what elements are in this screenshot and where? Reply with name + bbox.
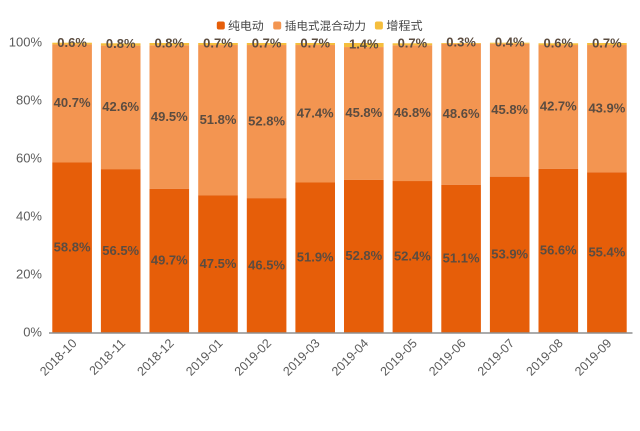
svg-text:46.5%: 46.5% <box>248 257 285 272</box>
svg-text:2019-02: 2019-02 <box>232 336 274 378</box>
svg-text:45.8%: 45.8% <box>491 102 528 117</box>
svg-text:42.6%: 42.6% <box>102 99 139 114</box>
svg-text:2019-04: 2019-04 <box>329 336 371 378</box>
svg-text:52.4%: 52.4% <box>394 249 431 264</box>
svg-text:2019-05: 2019-05 <box>378 336 420 378</box>
svg-text:58.8%: 58.8% <box>54 239 91 254</box>
svg-text:56.5%: 56.5% <box>102 243 139 258</box>
svg-text:0.3%: 0.3% <box>446 35 476 50</box>
svg-text:100%: 100% <box>9 35 43 50</box>
svg-text:42.7%: 42.7% <box>540 99 577 114</box>
svg-text:1.4%: 1.4% <box>349 36 379 51</box>
svg-text:52.8%: 52.8% <box>345 248 382 263</box>
svg-text:2018-12: 2018-12 <box>134 336 176 378</box>
svg-text:47.4%: 47.4% <box>297 105 334 120</box>
svg-text:0.7%: 0.7% <box>203 35 233 50</box>
svg-text:2019-09: 2019-09 <box>572 336 614 378</box>
svg-text:2018-11: 2018-11 <box>87 336 129 378</box>
svg-text:46.8%: 46.8% <box>394 105 431 120</box>
svg-text:2018-10: 2018-10 <box>37 336 79 378</box>
svg-text:45.8%: 45.8% <box>345 105 382 120</box>
svg-text:2019-03: 2019-03 <box>280 336 322 378</box>
svg-text:0.7%: 0.7% <box>300 35 330 50</box>
svg-text:0.6%: 0.6% <box>543 35 573 50</box>
svg-text:80%: 80% <box>16 93 42 108</box>
svg-text:0.7%: 0.7% <box>398 36 428 51</box>
svg-text:0.8%: 0.8% <box>154 35 184 50</box>
svg-text:0%: 0% <box>23 325 42 340</box>
svg-text:40.7%: 40.7% <box>54 95 91 110</box>
svg-text:53.9%: 53.9% <box>491 247 528 262</box>
svg-text:48.6%: 48.6% <box>443 106 480 121</box>
svg-text:49.5%: 49.5% <box>151 109 188 124</box>
svg-text:60%: 60% <box>16 151 42 166</box>
svg-text:56.6%: 56.6% <box>540 243 577 258</box>
svg-text:2019-01: 2019-01 <box>183 336 225 378</box>
svg-text:51.1%: 51.1% <box>443 251 480 266</box>
svg-text:0.4%: 0.4% <box>495 35 525 50</box>
svg-text:43.9%: 43.9% <box>588 100 625 115</box>
svg-text:2019-07: 2019-07 <box>475 336 517 378</box>
svg-text:47.5%: 47.5% <box>200 256 237 271</box>
svg-text:20%: 20% <box>16 267 42 282</box>
svg-text:55.4%: 55.4% <box>588 244 625 259</box>
svg-text:2019-08: 2019-08 <box>523 336 565 378</box>
svg-text:2019-06: 2019-06 <box>426 336 468 378</box>
svg-text:51.9%: 51.9% <box>297 249 334 264</box>
svg-text:49.7%: 49.7% <box>151 253 188 268</box>
svg-text:52.8%: 52.8% <box>248 113 285 128</box>
svg-text:51.8%: 51.8% <box>200 112 237 127</box>
svg-text:40%: 40% <box>16 209 42 224</box>
svg-text:0.7%: 0.7% <box>592 35 622 50</box>
svg-text:0.7%: 0.7% <box>252 35 282 50</box>
svg-text:0.8%: 0.8% <box>106 36 136 51</box>
svg-text:0.6%: 0.6% <box>57 35 87 50</box>
